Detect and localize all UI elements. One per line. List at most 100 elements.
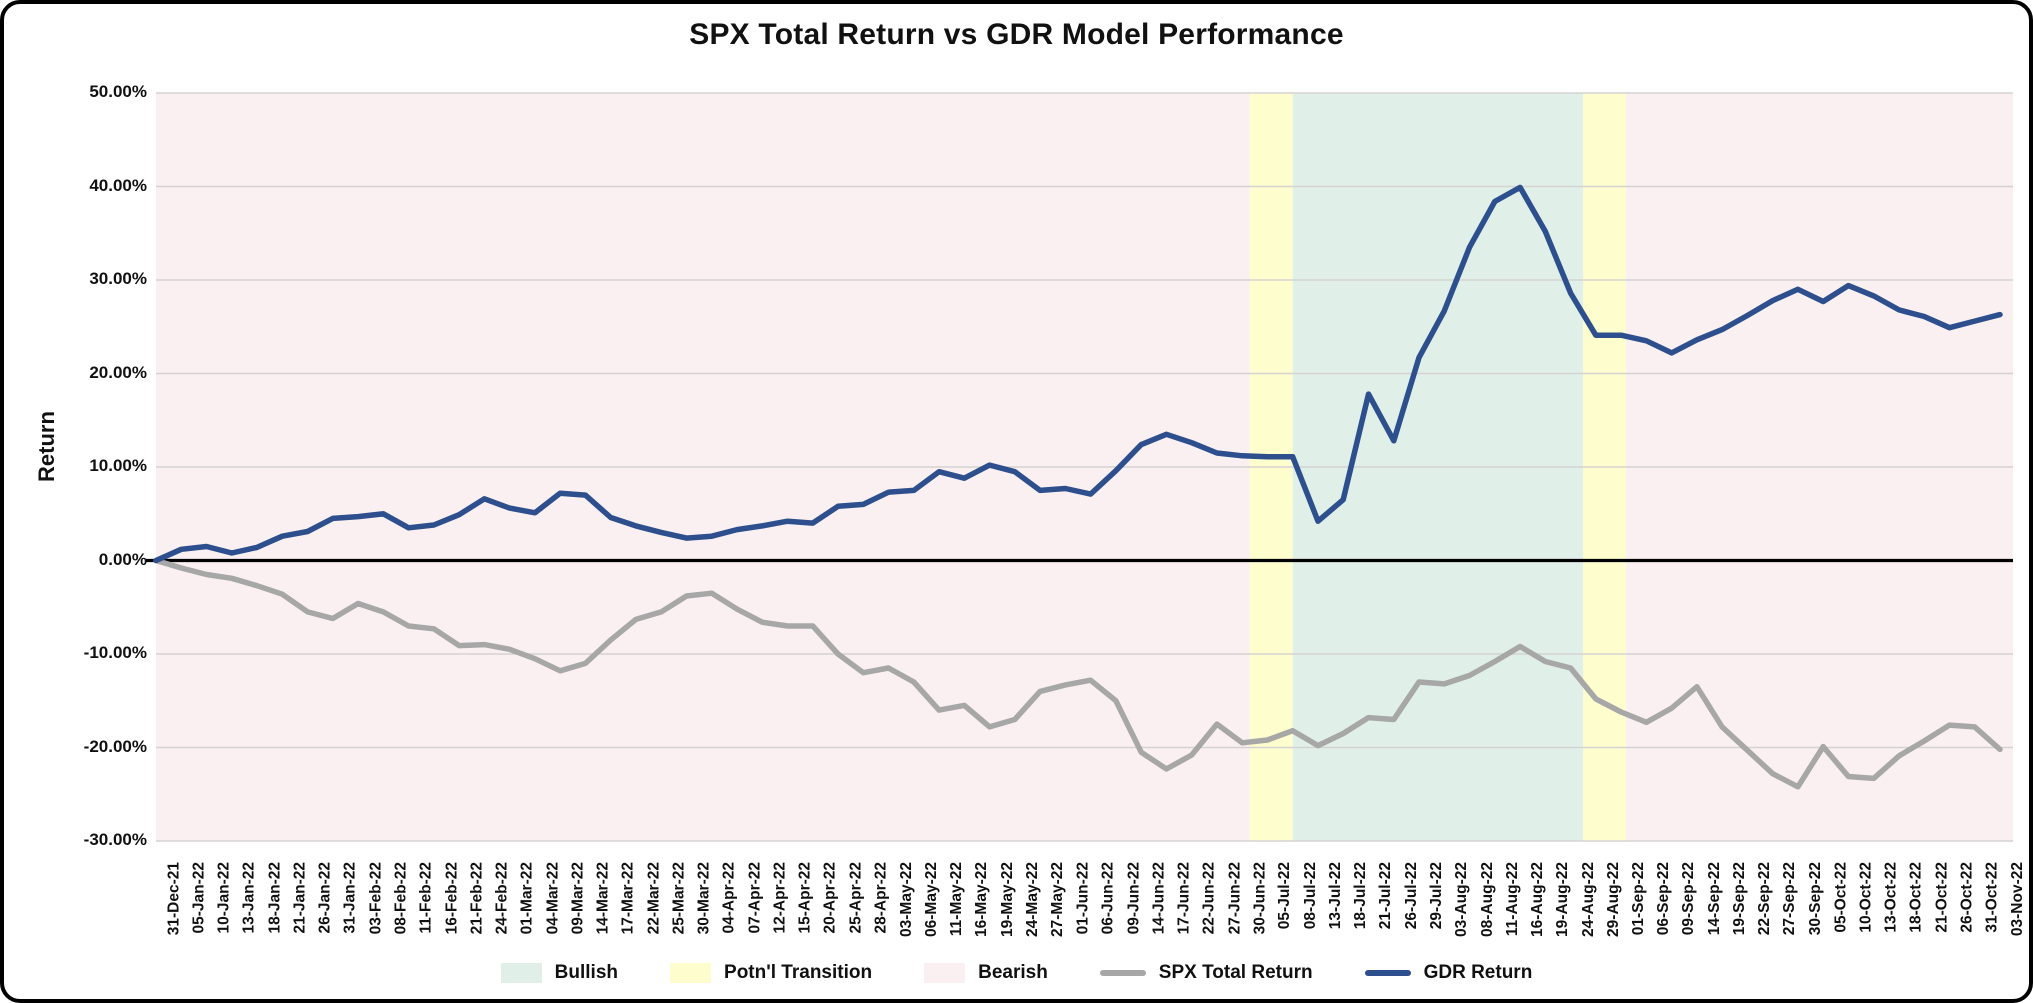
x-tick-label: 28-Apr-22 [872,862,890,934]
x-axis-tick-labels: 31-Dec-21 05-Jan-22 10-Jan-22 13-Jan-22 18-J… [4,4,2029,999]
x-tick-label: 18-Oct-22 [1907,862,1925,933]
legend-item-spx-total-return: SPX Total Return [1099,962,1313,984]
x-tick-label: 25-Mar-22 [670,862,688,935]
series-gdr-return [153,184,2003,564]
legend-label: Bearish [978,962,1048,983]
x-tick-label: 04-Mar-22 [543,862,561,935]
legend-label: SPX Total Return [1158,962,1313,983]
x-tick-label: 12-Apr-22 [771,862,789,934]
x-tick-label: 06-Sep-22 [1655,862,1673,936]
x-tick-label: 27-May-22 [1049,862,1067,937]
x-tick-label: 16-Feb-22 [442,862,460,935]
legend-item-gdr-return: GDR Return [1364,962,1533,984]
x-tick-label: 03-May-22 [897,862,915,937]
chart-legend: Bullish Potn'l Transition Bearish SPX Total… [4,950,2029,996]
x-tick-label: 27-Jun-22 [1225,862,1243,935]
x-tick-label: 22-Mar-22 [644,862,662,935]
x-tick-label: 14-Jun-22 [1150,862,1168,935]
x-tick-label: 06-May-22 [922,862,940,937]
x-tick-label: 05-Oct-22 [1832,862,1850,933]
x-tick-label: 01-Mar-22 [518,862,536,935]
x-tick-label: 19-Sep-22 [1731,862,1749,936]
x-tick-label: 26-Jan-22 [316,862,334,934]
x-tick-label: 10-Jan-22 [215,862,233,934]
legend-label: Bullish [554,962,619,983]
y-axis-tick-labels: 50.00% 40.00% 30.00% 20.00% 10.00% 0.00% -10.0… [4,4,147,999]
x-tick-label: 14-Mar-22 [594,862,612,935]
x-tick-label: 30-Jun-22 [1251,862,1269,935]
x-tick-label: 19-May-22 [998,862,1016,937]
y-tick-label: -20.00% [83,736,147,756]
x-tick-label: 03-Aug-22 [1453,862,1471,937]
y-tick-label: 40.00% [89,175,147,195]
x-tick-label: 27-Sep-22 [1781,862,1799,936]
chart-plot-area: BearishPotn'l TransitionBullishPotn'l Tr… [146,92,2013,842]
chart-title: SPX Total Return vs GDR Model Performanc… [689,18,1344,51]
x-tick-label: 17-Mar-22 [619,862,637,935]
x-tick-label: 11-May-22 [948,862,966,937]
x-tick-label: 21-Jan-22 [291,862,309,934]
x-tick-label: 03-Feb-22 [367,862,385,935]
x-tick-label: 09-Sep-22 [1680,862,1698,936]
legend-color-patch [924,963,966,983]
legend-item-potn-l-transition: Potn'l Transition [670,962,872,984]
x-tick-label: 09-Jun-22 [1124,862,1142,935]
x-tick-label: 30-Sep-22 [1806,862,1824,936]
x-tick-label: 26-Oct-22 [1958,862,1976,933]
y-tick-label: 30.00% [89,269,147,288]
x-tick-label: 09-Mar-22 [569,862,587,935]
x-tick-label: 30-Mar-22 [695,862,713,935]
x-tick-label: 04-Apr-22 [720,862,738,934]
legend-color-patch [500,963,542,983]
x-tick-label: 08-Aug-22 [1478,862,1496,937]
x-tick-label: 08-Jul-22 [1301,862,1319,930]
x-tick-label: 21-Oct-22 [1933,862,1951,933]
x-tick-label: 24-May-22 [1023,862,1041,937]
x-tick-label: 29-Jul-22 [1428,862,1446,930]
x-tick-label: 14-Sep-22 [1705,862,1723,936]
x-tick-label: 21-Feb-22 [468,862,486,935]
x-tick-label: 18-Jul-22 [1352,862,1370,930]
x-tick-label: 16-Aug-22 [1529,862,1547,937]
y-tick-label: -10.00% [83,643,147,662]
x-tick-label: 13-Jul-22 [1326,862,1344,930]
x-tick-label: 31-Jan-22 [341,862,359,934]
x-tick-label: 19-Aug-22 [1554,862,1572,937]
y-tick-label: 50.00% [89,82,147,101]
legend-item-bearish: Bearish [924,962,1048,984]
x-tick-label: 01-Sep-22 [1630,862,1648,936]
x-tick-label: 21-Jul-22 [1377,862,1395,930]
x-tick-label: 17-Jun-22 [1175,862,1193,935]
x-tick-label: 07-Apr-22 [746,862,763,934]
x-tick-label: 16-May-22 [973,862,991,937]
x-tick-label: 20-Apr-22 [821,862,839,934]
legend-label: Potn'l Transition [724,962,873,983]
legend-color-patch [670,963,712,983]
x-tick-label: 15-Apr-22 [796,862,814,934]
x-tick-label: 22-Sep-22 [1756,862,1774,936]
x-tick-label: 08-Feb-22 [392,862,410,935]
x-tick-label: 01-Jun-22 [1074,862,1092,935]
x-tick-label: 05-Jul-22 [1276,862,1294,930]
x-tick-label: 31-Dec-21 [165,862,182,936]
x-tick-label: 26-Jul-22 [1402,862,1420,930]
y-tick-label: -30.00% [83,830,147,849]
x-tick-label: 11-Feb-22 [417,862,435,934]
x-tick-label: 22-Jun-22 [1200,862,1218,935]
x-tick-label: 11-Aug-22 [1503,862,1521,937]
x-tick-label: 18-Jan-22 [266,862,284,934]
legend-line-swatch [1099,970,1146,976]
y-tick-label: 0.00% [98,549,147,569]
x-tick-label: 24-Feb-22 [493,862,511,935]
legend-line-swatch [1364,970,1411,976]
legend-label: GDR Return [1423,962,1533,983]
series-spx-total-return [153,557,2003,790]
legend-item-bullish: Bullish [500,962,619,984]
x-tick-label: 25-Apr-22 [847,862,865,934]
x-tick-label: 31-Oct-22 [1983,862,2001,933]
x-tick-label: 10-Oct-22 [1857,862,1875,933]
y-tick-label: 10.00% [89,456,147,475]
x-tick-label: 13-Oct-22 [1882,862,1900,933]
x-tick-label: 05-Jan-22 [190,862,208,934]
